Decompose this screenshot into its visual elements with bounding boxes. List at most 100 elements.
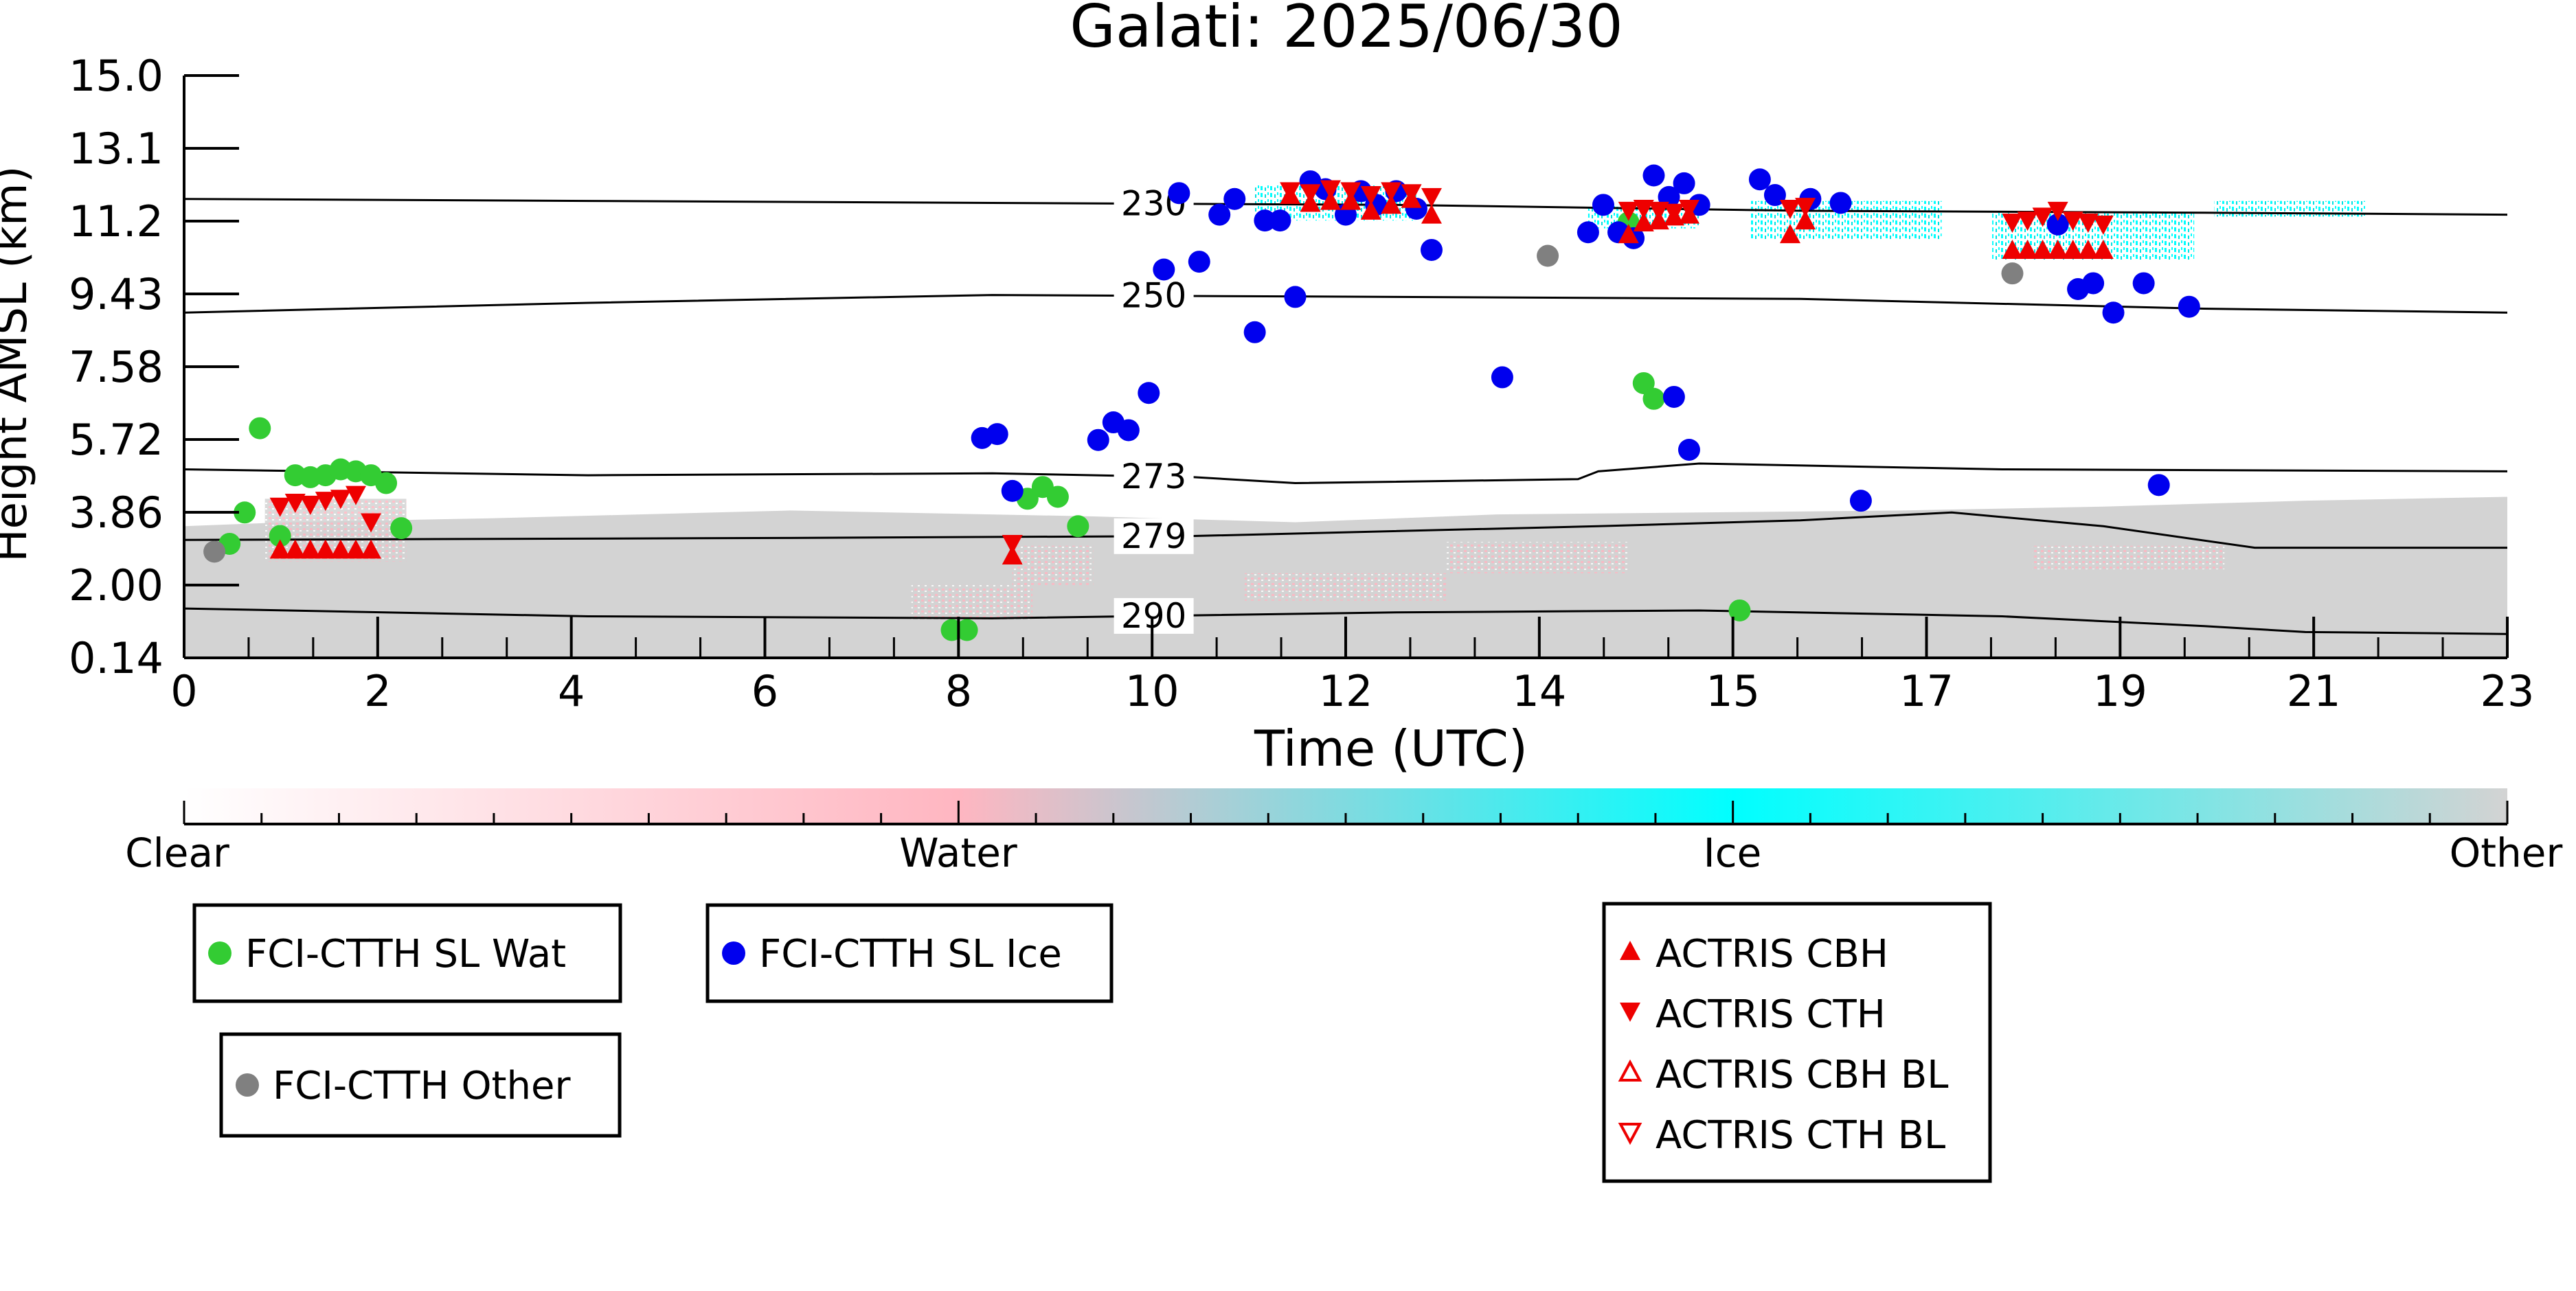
- data-point: [2032, 207, 2053, 227]
- legend-box-ice: FCI-CTTH SL Ice: [705, 903, 1114, 1003]
- data-point: [315, 492, 336, 512]
- data-point: [1401, 184, 1422, 204]
- x-tick-label: 4: [558, 666, 585, 716]
- y-tick-label: 7.58: [69, 342, 163, 392]
- data-point: [2102, 301, 2125, 324]
- x-tick-label: 14: [1512, 666, 1566, 716]
- data-point: [203, 540, 226, 563]
- data-point: [315, 539, 336, 559]
- data-point: [300, 495, 321, 515]
- isotherm-label-bg: [1114, 458, 1194, 494]
- data-point: [1360, 186, 1381, 206]
- data-point: [1002, 534, 1023, 554]
- x-tick-label: 8: [945, 666, 972, 716]
- data-point: [390, 517, 413, 540]
- legend: FCI-CTTH SL Wat FCI-CTTH SL Ice FCI-CTTH…: [192, 902, 1992, 1183]
- data-point: [986, 423, 1008, 446]
- data-point: [1280, 182, 1301, 202]
- data-point: [1648, 201, 1669, 221]
- legend-box-other: FCI-CTTH Other: [219, 1032, 622, 1138]
- data-point: [1642, 164, 1665, 187]
- isotherm-label: 279: [1121, 516, 1186, 556]
- data-point: [1046, 485, 1069, 508]
- data-point: [1728, 599, 1751, 621]
- data-point: [1360, 200, 1381, 220]
- data-point: [2092, 239, 2114, 259]
- y-tick-label: 2.00: [69, 560, 163, 610]
- chart-title: Galati: 2025/06/30: [1070, 0, 1623, 61]
- legend-marker-cth: [1620, 1003, 1640, 1022]
- data-point: [2017, 239, 2038, 259]
- data-point: [1829, 192, 1852, 214]
- isotherm-label-bg: [1114, 277, 1194, 314]
- data-point: [1618, 201, 1639, 221]
- data-point: [2077, 213, 2099, 233]
- isotherm-label: 273: [1121, 457, 1186, 496]
- isotherm-label-bg: [1114, 518, 1194, 554]
- isotherm-line: [183, 294, 2508, 314]
- data-point: [2002, 239, 2023, 259]
- colorbar-ticks: [183, 801, 2509, 824]
- data-point: [1001, 479, 1024, 502]
- isotherm-line: [183, 511, 2507, 549]
- data-point: [2062, 212, 2083, 231]
- legend-marker-wat: [208, 941, 231, 965]
- x-tick-label: 2: [364, 666, 391, 716]
- legend-label-cbh-bl: ACTRIS CBH BL: [1656, 1053, 1948, 1097]
- data-point: [269, 497, 291, 517]
- data-point: [956, 619, 978, 641]
- y-tick-label: 9.43: [69, 269, 163, 319]
- x-tick-label: 0: [170, 666, 197, 716]
- y-tick-label: 3.86: [69, 488, 163, 538]
- data-point: [1795, 210, 1816, 230]
- y-axis-label: Height AMSL (km): [0, 166, 37, 562]
- data-point: [2002, 213, 2023, 233]
- colorbar-label-clear: Clear: [125, 830, 229, 876]
- data-point: [1633, 200, 1654, 220]
- isotherm-line: [183, 607, 2508, 635]
- water-class-patch: [2032, 545, 2225, 570]
- y-tick-label: 13.1: [69, 124, 163, 174]
- water-class-patch: [1447, 542, 1629, 573]
- data-point: [2178, 295, 2200, 318]
- y-tick-label: 15.0: [69, 51, 163, 101]
- data-point: [2032, 239, 2053, 259]
- data-point: [1168, 182, 1190, 205]
- data-point: [1642, 387, 1665, 410]
- data-point: [2017, 212, 2038, 231]
- data-point: [2047, 201, 2068, 221]
- data-point: [1632, 372, 1655, 394]
- data-point: [1381, 194, 1402, 214]
- data-point: [1153, 258, 1175, 281]
- data-point: [2077, 239, 2099, 259]
- data-point: [1748, 168, 1771, 191]
- data-point: [1067, 515, 1089, 538]
- data-point: [2062, 239, 2083, 259]
- data-point: [234, 501, 256, 524]
- data-point: [361, 539, 382, 559]
- data-point: [1677, 438, 1700, 461]
- data-point: [1795, 198, 1816, 218]
- data-point: [1618, 224, 1639, 244]
- legend-label-ice: FCI-CTTH SL Ice: [759, 932, 1062, 976]
- data-point: [284, 494, 306, 514]
- x-tick-label: 17: [1899, 666, 1954, 716]
- data-point: [1633, 212, 1654, 231]
- data-point: [2132, 272, 2155, 295]
- water-class-patch: [1244, 573, 1447, 601]
- data-point: [1243, 321, 1266, 343]
- data-point: [1223, 187, 1246, 210]
- data-point: [1320, 180, 1341, 200]
- data-point: [300, 539, 321, 559]
- x-tick-label: 23: [2481, 666, 2535, 716]
- isotherm-label: 290: [1121, 596, 1186, 636]
- data-point: [1421, 187, 1442, 207]
- data-point: [1663, 203, 1684, 223]
- legend-marker-other: [236, 1073, 259, 1097]
- y-tick-label: 0.14: [69, 633, 163, 683]
- data-point: [249, 417, 271, 439]
- x-tick-label: 19: [2093, 666, 2147, 716]
- data-point: [1188, 251, 1210, 273]
- data-point: [1269, 209, 1291, 232]
- data-point: [1340, 182, 1362, 202]
